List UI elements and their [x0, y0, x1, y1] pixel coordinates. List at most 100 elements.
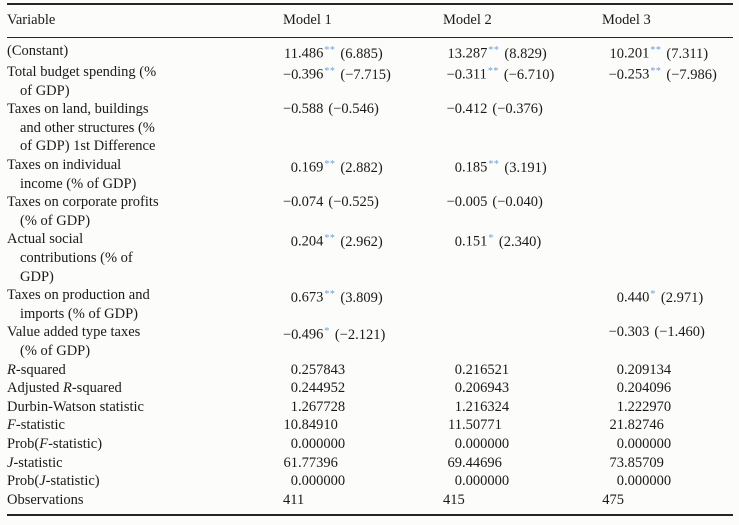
statistic-cell: 0.257843: [283, 361, 443, 380]
coefficient-cell: 0.673** (3.809): [283, 286, 443, 323]
statistic-label-italic: J: [7, 454, 14, 471]
value-integer-part: 0: [616, 361, 624, 378]
value-line: 0.257843: [283, 361, 443, 380]
table-row: Observations 411 415 475: [7, 491, 733, 516]
value-integer-part: 0: [290, 435, 298, 452]
statistic-label-italic: F: [39, 435, 49, 452]
t-statistic: (2.962): [340, 233, 383, 250]
value-integer-part: −0: [608, 324, 624, 341]
t-statistic: (−0.376): [492, 101, 543, 118]
variable-label-line: (% of GDP): [20, 343, 91, 359]
value-line: 11.486** (6.885): [283, 42, 443, 63]
coefficient-cell: [602, 156, 733, 193]
statistic-cell: 0.206943: [443, 379, 602, 398]
statistic-cell: 1.267728: [283, 398, 443, 417]
t-statistic: (−0.040): [492, 194, 543, 211]
value-fraction-part: .216324: [462, 398, 510, 415]
variable-label-line: income (% of GDP): [20, 175, 137, 192]
value-fraction-part: .000000: [624, 435, 672, 452]
value-line: 1.222970: [602, 398, 733, 417]
value-fraction-part: .84910: [298, 417, 338, 434]
value-integer-part: 0: [454, 159, 462, 176]
value-fraction-part: .303: [624, 324, 650, 341]
significance-stars: *: [488, 233, 494, 245]
significance-stars: **: [324, 66, 336, 78]
variable-label-line: Taxes on corporate profits: [7, 194, 159, 211]
value-integer-part: 11: [284, 45, 298, 62]
table-row: Value added type taxes (% of GDP) −0.496*(…: [7, 323, 733, 360]
t-statistic: (8.829): [504, 45, 547, 62]
value-line: 0.185** (3.191): [443, 156, 602, 177]
statistic-cell: 0.000000: [602, 472, 733, 491]
variable-label-line: contributions (% of: [20, 250, 133, 267]
coefficient-cell: 0.440* (2.971): [602, 286, 733, 323]
statistic-label-italic: F: [7, 417, 16, 434]
value-line: 10.201** (7.311): [602, 42, 733, 63]
value-integer-part: −0: [608, 66, 624, 83]
statistic-label-line: J-statistic: [7, 454, 283, 473]
significance-stars: **: [488, 159, 500, 171]
value-integer-part: 0: [454, 233, 462, 250]
value-line: 0.000000: [283, 435, 443, 454]
t-statistic: (−6.710): [503, 66, 555, 83]
value-fraction-part: .209134: [624, 361, 672, 378]
value-integer-part: 61: [283, 454, 299, 471]
coefficient-cell: −0.496* (−2.121): [283, 323, 443, 360]
statistic-label-prefix: Observations: [7, 491, 84, 508]
value-fraction-part: .253: [624, 66, 650, 83]
value-fraction-part: .206943: [462, 380, 510, 397]
value-line: 0.169** (2.882): [283, 156, 443, 177]
coefficient-cell: −0.396** (−7.715): [283, 63, 443, 100]
significance-stars: **: [487, 66, 499, 78]
table-row: Adjusted R-squared 0.244952 0.206943 0.2040…: [7, 379, 733, 398]
value-fraction-part: .204096: [624, 380, 672, 397]
value-line: 0.000000: [283, 472, 443, 491]
variable-cell: Actual social contributions (% of GDP): [7, 230, 283, 286]
value-fraction-part: .222970: [624, 398, 672, 415]
table-row: Taxes on corporate profits (% of GDP) −0.0…: [7, 193, 733, 230]
value-fraction-part: .50771: [462, 417, 502, 434]
table-row: R-squared 0.257843 0.216521 0.209134: [7, 361, 733, 380]
statistic-cell: 73.85709: [602, 454, 733, 473]
variable-label-line: Total budget spending (%: [7, 64, 157, 81]
variable-label-line: and other structures (%: [20, 119, 155, 136]
value-line: 21.82746: [602, 416, 733, 435]
value-fraction-part: .204: [298, 233, 324, 250]
t-statistic: (2.882): [340, 159, 383, 176]
statistic-label-cell: Durbin-Watson statistic: [7, 398, 283, 417]
value-line: 0.151* (2.340): [443, 230, 602, 251]
value-fraction-part: .244952: [298, 380, 346, 397]
value-fraction-part: .440: [624, 289, 650, 306]
value-fraction-part: .287: [462, 45, 488, 62]
statistic-label-italic: R: [7, 361, 16, 378]
significance-stars: *: [324, 326, 330, 338]
value-fraction-part: .216521: [462, 361, 510, 378]
t-statistic: (6.885): [340, 45, 383, 62]
variable-cell: Total budget spending (% of GDP): [7, 63, 283, 100]
table-row: Taxes on land, buildings and other struct…: [7, 100, 733, 156]
variable-cell: Taxes on individual income (% of GDP): [7, 156, 283, 193]
statistic-label-line: F-statistic: [7, 416, 283, 435]
statistic-label-line: Prob(F-statistic): [7, 435, 283, 454]
coefficient-cell: 0.151* (2.340): [443, 230, 602, 286]
value-fraction-part: .412: [462, 101, 488, 118]
coefficient-cell: [602, 193, 733, 230]
value-line: 73.85709: [602, 454, 733, 473]
statistic-cell: 0.244952: [283, 379, 443, 398]
statistic-label-prefix: Prob(: [7, 473, 40, 490]
t-statistic: (−7.715): [340, 66, 391, 83]
statistic-label-line: Adjusted R-squared: [7, 379, 283, 398]
value-integer-part: 0: [616, 435, 624, 452]
t-statistic: (7.311): [666, 45, 709, 62]
coefficient-cell: 0.169** (2.882): [283, 156, 443, 193]
value-fraction-part: .496: [298, 326, 324, 343]
t-statistic: (3.809): [340, 289, 383, 306]
significance-stars: **: [324, 45, 336, 56]
value-line: 411: [283, 491, 443, 510]
value-fraction-part: .000000: [298, 473, 346, 490]
statistic-label-cell: R-squared: [7, 361, 283, 380]
value-fraction-part: .673: [298, 289, 324, 306]
value-integer-part: 0: [290, 473, 298, 490]
coefficient-cell: [443, 286, 602, 323]
statistic-label-suffix: -statistic): [48, 435, 103, 452]
